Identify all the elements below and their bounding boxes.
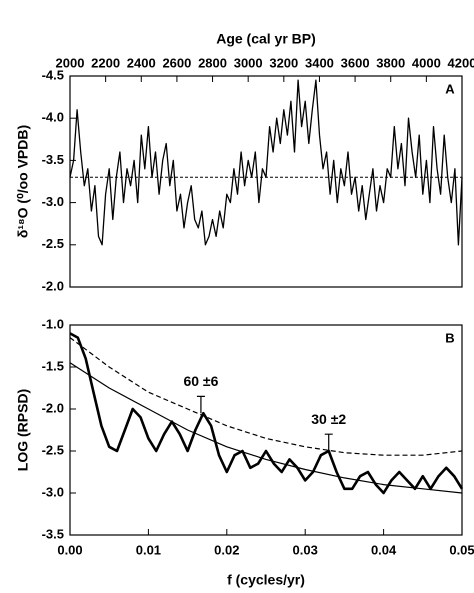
error-bar (324, 433, 333, 451)
y-axis-title: δ¹⁸O (⁰/oo VPDB) (15, 125, 31, 238)
x-tick-label: 2400 (127, 55, 156, 70)
x-axis-title: f (cycles/yr) (227, 572, 305, 588)
x-tick-label: 0.01 (136, 542, 161, 557)
series-line (69, 79, 463, 246)
x-tick-label: 0.02 (214, 542, 239, 557)
peak-label: 60 ±6 (183, 373, 218, 389)
error-bar (196, 395, 205, 414)
y-tick-label: -2.5 (42, 442, 64, 457)
x-tick-label: 3600 (341, 55, 370, 70)
y-tick-label: -3.0 (42, 194, 64, 209)
x-tick-label: 0.04 (371, 542, 397, 557)
x-axis-title: Age (cal yr BP) (216, 31, 316, 47)
y-tick-label: -1.0 (42, 316, 64, 331)
y-tick-label: -2.0 (42, 278, 64, 293)
x-tick-label: 2000 (56, 55, 85, 70)
peak-label: 30 ±2 (311, 411, 346, 427)
x-tick-label: 2600 (162, 55, 191, 70)
y-tick-label: -4.5 (42, 67, 64, 82)
panel-label: B (445, 330, 454, 345)
x-tick-label: 3000 (234, 55, 263, 70)
x-tick-label: 2200 (91, 55, 120, 70)
x-tick-label: 4000 (412, 55, 441, 70)
y-tick-label: -4.0 (42, 110, 64, 125)
x-tick-label: 3200 (269, 55, 298, 70)
x-tick-label: 0.03 (293, 542, 318, 557)
x-tick-label: 3400 (305, 55, 334, 70)
y-tick-label: -3.5 (42, 526, 64, 541)
plot-frame (69, 324, 463, 536)
x-tick-label: 0.05 (449, 542, 474, 557)
y-tick-label: -2.5 (42, 236, 64, 251)
y-tick-label: -3.0 (42, 484, 64, 499)
y-axis-title: LOG (RPSD) (15, 389, 31, 471)
series-line (69, 332, 464, 495)
y-tick-label: -3.5 (42, 152, 64, 167)
series-line (69, 337, 463, 456)
panel-label: A (445, 81, 455, 96)
x-tick-label: 2800 (198, 55, 227, 70)
plot-frame (69, 75, 463, 288)
series-line (69, 362, 463, 494)
x-tick-label: 4200 (448, 55, 474, 70)
x-tick-label: 3800 (376, 55, 405, 70)
y-tick-label: -2.0 (42, 400, 64, 415)
x-tick-label: 0.00 (57, 542, 82, 557)
y-tick-label: -1.5 (42, 358, 64, 373)
